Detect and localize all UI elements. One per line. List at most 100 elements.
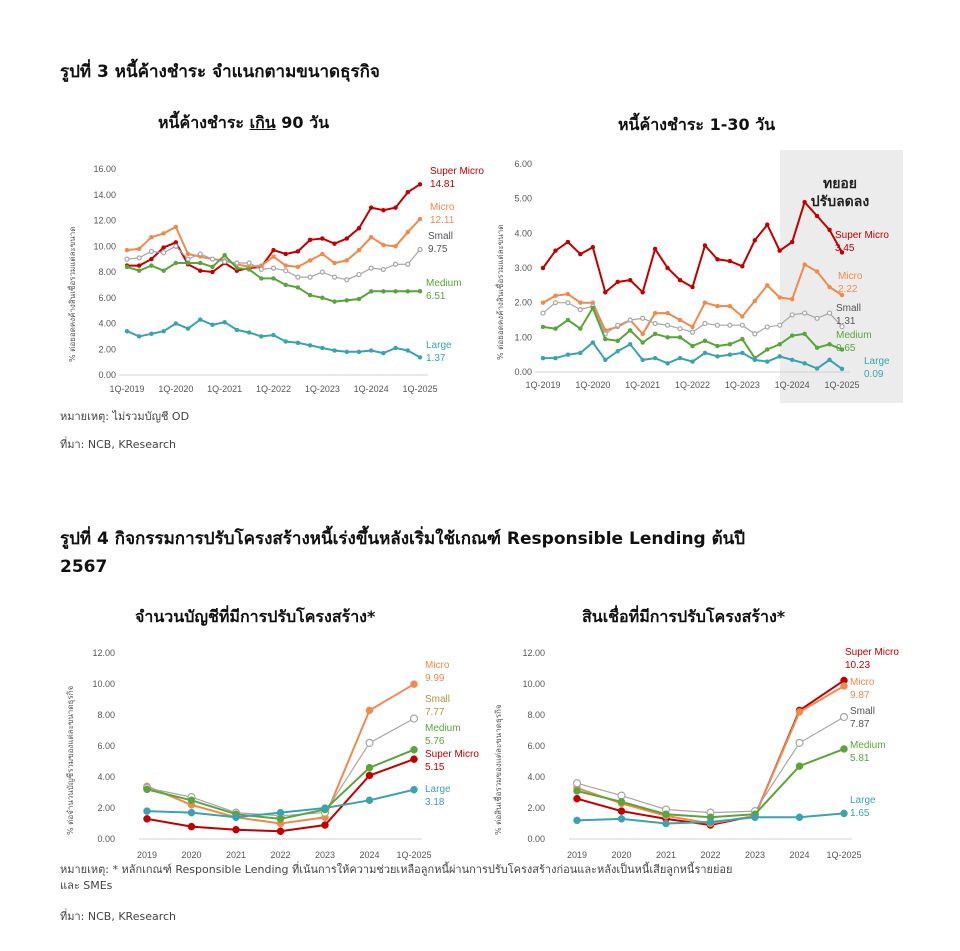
- data-point: [765, 283, 770, 288]
- data-point: [615, 279, 620, 285]
- data-point: [331, 274, 338, 280]
- series-label: Medium: [836, 330, 872, 341]
- chart2-x-tick-label: 1Q-2021: [625, 380, 660, 390]
- data-point: [136, 268, 142, 273]
- data-point: [210, 264, 215, 270]
- data-point: [143, 807, 151, 815]
- chart1-x-tick-label: 1Q-2021: [207, 384, 242, 394]
- chart4-y-tick-label: 2.00: [527, 803, 545, 813]
- data-point: [578, 326, 583, 331]
- series-line-medium: [146, 748, 415, 820]
- data-point: [320, 251, 325, 257]
- data-point: [702, 243, 708, 248]
- data-point: [553, 355, 558, 361]
- data-point: [590, 244, 596, 250]
- chart2-y-tick-label: 6.00: [514, 159, 532, 169]
- series-label: Large: [864, 356, 890, 367]
- data-point: [365, 738, 374, 748]
- data-point: [578, 300, 583, 305]
- data-point: [662, 810, 670, 818]
- chart3-y-tick-label: 2.00: [97, 803, 115, 813]
- data-point: [553, 326, 558, 331]
- data-point: [802, 310, 808, 316]
- data-point: [210, 322, 215, 328]
- data-point: [368, 234, 374, 240]
- data-point: [246, 260, 252, 266]
- data-point: [640, 340, 645, 345]
- data-point: [173, 321, 179, 326]
- data-point: [652, 355, 658, 361]
- data-point: [198, 260, 203, 266]
- data-point: [332, 241, 337, 246]
- data-point: [198, 317, 203, 322]
- series-last-value: 3.18: [425, 797, 445, 808]
- data-point: [714, 322, 721, 328]
- data-point: [590, 340, 596, 345]
- chart1-y-tick-label: 14.00: [93, 190, 116, 200]
- data-point: [752, 298, 758, 304]
- data-point: [802, 331, 807, 337]
- data-point: [356, 271, 362, 278]
- data-point: [603, 290, 608, 295]
- data-point: [795, 762, 804, 770]
- data-point: [840, 682, 848, 690]
- data-point: [410, 785, 418, 794]
- data-point: [161, 231, 166, 236]
- series-label: Small: [836, 303, 861, 314]
- data-point: [271, 332, 276, 338]
- data-point: [222, 319, 227, 325]
- data-point: [627, 342, 633, 347]
- chart1-x-tick-label: 1Q-2019: [109, 384, 144, 394]
- series-label: Medium: [426, 278, 462, 289]
- series-line-micro: [126, 218, 421, 268]
- chart1-x-tick-label: 1Q-2020: [158, 384, 193, 394]
- data-point: [677, 317, 683, 323]
- data-point: [827, 284, 832, 290]
- data-point: [565, 300, 571, 306]
- data-point: [149, 234, 154, 240]
- series-line-micro: [542, 263, 843, 336]
- data-point: [652, 331, 658, 337]
- data-point: [259, 334, 264, 339]
- chart4-x-tick-label: 2021: [656, 850, 676, 860]
- figure4-note-line1: หมายเหตุ: * หลักเกณฑ์ Responsible Lendin…: [60, 863, 733, 876]
- data-point: [356, 225, 362, 231]
- chart1-y-tick-label: 2.00: [98, 344, 116, 354]
- series-label: Large: [426, 340, 452, 351]
- data-point: [234, 260, 240, 266]
- data-point: [540, 324, 546, 330]
- chart4-x-tick-label: 2020: [611, 850, 631, 860]
- chart3-x-tick-label: 1Q-2025: [396, 850, 431, 860]
- data-point: [565, 291, 571, 297]
- data-point: [777, 354, 782, 359]
- data-point: [840, 745, 848, 753]
- chart1-y-tick-label: 10.00: [93, 241, 116, 251]
- data-point: [615, 322, 621, 328]
- data-point: [417, 182, 423, 187]
- data-point: [307, 343, 313, 348]
- series-label: Micro: [838, 271, 863, 282]
- series-label: Medium: [850, 740, 886, 751]
- series-label: Medium: [425, 723, 461, 734]
- series-line-super-micro: [542, 200, 843, 295]
- data-point: [827, 227, 832, 233]
- series-last-value: 2.22: [838, 284, 858, 295]
- data-point: [765, 222, 770, 227]
- data-point: [777, 322, 783, 328]
- data-point: [565, 239, 571, 245]
- data-point: [187, 822, 196, 831]
- data-point: [789, 296, 795, 302]
- data-point: [814, 345, 820, 350]
- data-point: [307, 292, 313, 298]
- data-point: [664, 322, 671, 328]
- data-point: [839, 292, 845, 298]
- data-point: [540, 355, 546, 361]
- data-point: [393, 345, 398, 351]
- data-point: [365, 763, 374, 772]
- data-point: [715, 257, 720, 262]
- chart1-y-tick-label: 12.00: [93, 216, 116, 226]
- data-point: [368, 348, 374, 353]
- data-point: [577, 307, 583, 313]
- data-point: [405, 261, 411, 267]
